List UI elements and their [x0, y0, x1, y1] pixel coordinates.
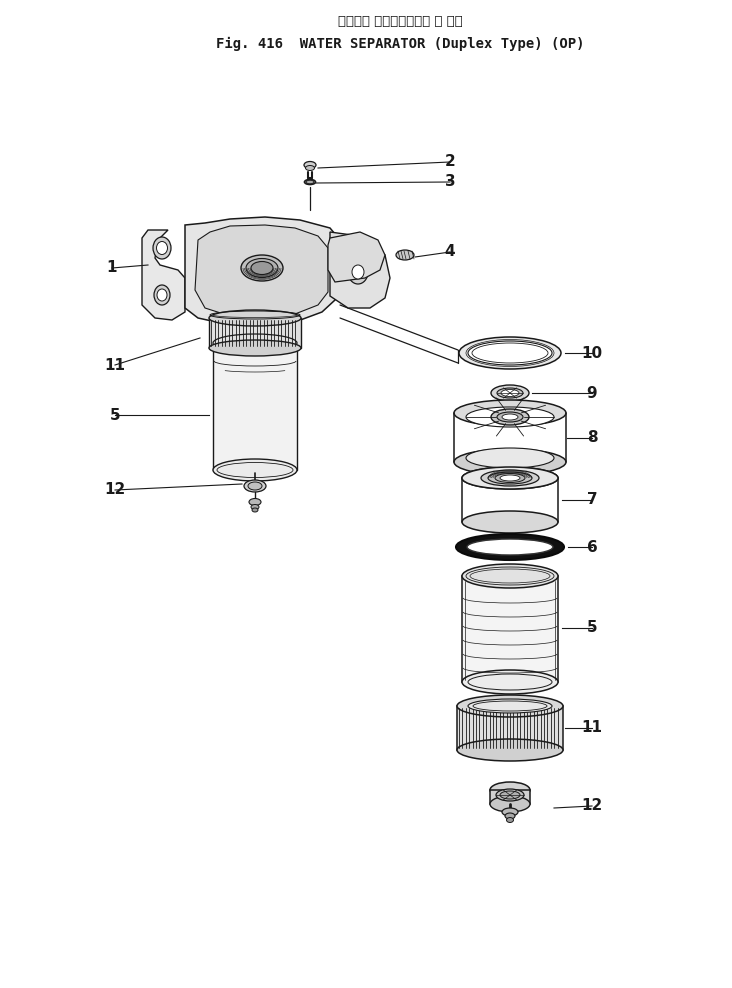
Text: 11: 11: [105, 358, 125, 372]
Bar: [213, 343, 297, 470]
Ellipse shape: [462, 564, 558, 588]
Ellipse shape: [505, 813, 515, 819]
Text: 3: 3: [444, 175, 455, 190]
Ellipse shape: [495, 473, 525, 482]
Ellipse shape: [352, 265, 364, 279]
Ellipse shape: [491, 409, 529, 425]
Text: 8: 8: [586, 431, 597, 446]
Ellipse shape: [497, 412, 523, 422]
Text: 4: 4: [444, 244, 455, 260]
Ellipse shape: [462, 467, 558, 489]
Ellipse shape: [157, 289, 167, 301]
Ellipse shape: [481, 470, 539, 486]
Ellipse shape: [507, 817, 514, 822]
Text: 7: 7: [586, 492, 597, 508]
Bar: [457, 706, 563, 750]
Polygon shape: [328, 232, 385, 282]
Ellipse shape: [501, 389, 519, 396]
Bar: [462, 576, 558, 682]
Text: 6: 6: [586, 539, 597, 554]
Ellipse shape: [454, 449, 566, 475]
Polygon shape: [142, 230, 185, 320]
Ellipse shape: [502, 808, 518, 816]
Text: 12: 12: [581, 798, 602, 813]
Ellipse shape: [456, 534, 564, 560]
Text: 9: 9: [586, 385, 597, 400]
Polygon shape: [195, 225, 328, 318]
Ellipse shape: [462, 467, 558, 489]
Polygon shape: [185, 217, 340, 326]
Ellipse shape: [468, 699, 552, 713]
Ellipse shape: [462, 670, 558, 694]
Ellipse shape: [457, 739, 563, 761]
Ellipse shape: [306, 180, 314, 184]
Text: Fig. 416  WATER SEPARATOR (Duplex Type) (OP): Fig. 416 WATER SEPARATOR (Duplex Type) (…: [216, 37, 584, 51]
Ellipse shape: [466, 448, 554, 468]
Ellipse shape: [467, 539, 553, 555]
Ellipse shape: [490, 796, 530, 812]
Text: ウォータ セパレータ（二 連 式）: ウォータ セパレータ（二 連 式）: [337, 16, 463, 29]
Text: 2: 2: [444, 154, 455, 170]
Ellipse shape: [496, 789, 524, 801]
Ellipse shape: [348, 260, 368, 284]
Ellipse shape: [468, 341, 552, 365]
Ellipse shape: [500, 475, 520, 481]
Ellipse shape: [157, 241, 168, 255]
Text: 5: 5: [586, 620, 597, 635]
Ellipse shape: [249, 499, 261, 506]
Ellipse shape: [246, 259, 278, 278]
Text: 11: 11: [581, 720, 602, 735]
Text: 10: 10: [581, 346, 602, 361]
Ellipse shape: [241, 255, 283, 281]
Ellipse shape: [304, 161, 316, 169]
Ellipse shape: [244, 480, 266, 492]
Text: 1: 1: [107, 261, 117, 276]
Ellipse shape: [154, 285, 170, 305]
Ellipse shape: [454, 400, 566, 426]
Text: 12: 12: [105, 482, 126, 498]
Ellipse shape: [251, 262, 273, 275]
Ellipse shape: [248, 482, 262, 490]
Ellipse shape: [497, 388, 523, 398]
Ellipse shape: [491, 385, 529, 401]
Ellipse shape: [500, 791, 520, 799]
Ellipse shape: [462, 511, 558, 533]
Bar: [490, 790, 530, 804]
Ellipse shape: [213, 334, 297, 352]
Ellipse shape: [305, 166, 315, 171]
Text: 5: 5: [110, 407, 120, 423]
Polygon shape: [330, 232, 390, 308]
Ellipse shape: [396, 250, 414, 260]
Ellipse shape: [251, 505, 259, 510]
Bar: [209, 318, 301, 348]
Ellipse shape: [209, 340, 301, 356]
Ellipse shape: [459, 337, 561, 369]
Ellipse shape: [466, 407, 554, 427]
Ellipse shape: [488, 472, 532, 484]
Ellipse shape: [457, 695, 563, 717]
Ellipse shape: [209, 310, 301, 326]
Ellipse shape: [490, 782, 530, 798]
Ellipse shape: [252, 508, 258, 512]
Ellipse shape: [153, 237, 171, 259]
Ellipse shape: [213, 459, 297, 481]
Ellipse shape: [502, 414, 518, 420]
